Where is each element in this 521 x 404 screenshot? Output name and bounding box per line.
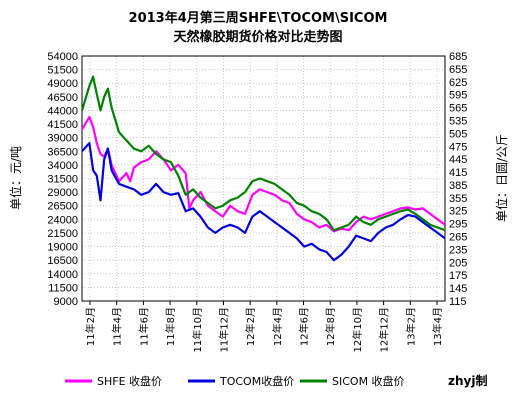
right-tick-label: 535 (449, 115, 467, 127)
left-tick-label: 24000 (47, 214, 78, 226)
x-tick-label: 13年2月 (404, 307, 417, 346)
chart-title: 2013年4月第三周SHFE\TOCOM\SICOM (129, 10, 388, 26)
series-lines (80, 75, 446, 262)
x-tick-label: 11年2月 (84, 307, 97, 346)
chart-legend: SHFE 收盘价 TOCOM收盘价 SICOM 收盘价 (65, 374, 405, 388)
x-tick-label: 11年4月 (111, 307, 124, 346)
gridlines (82, 56, 445, 301)
right-tick-label: 115 (449, 296, 467, 308)
chart-subtitle: 天然橡胶期货价格对比走势图 (173, 29, 342, 45)
right-tick-label: 475 (449, 141, 467, 153)
series-line-2 (80, 75, 446, 232)
left-tick-label: 19000 (47, 242, 78, 254)
legend-label-1: TOCOM收盘价 (219, 374, 294, 388)
left-tick-label: 31500 (47, 174, 78, 186)
x-tick-label: 12年10月 (351, 307, 364, 352)
legend-label-2: SICOM 收盘价 (332, 374, 405, 388)
right-tick-label: 625 (449, 77, 467, 89)
series-line-0 (81, 115, 446, 233)
right-tick-label: 145 (449, 283, 467, 295)
x-tick-label: 12年8月 (324, 307, 337, 346)
x-tick-label: 12年6月 (298, 307, 311, 346)
left-tick-label: 16500 (47, 255, 78, 267)
right-tick-label: 505 (449, 128, 467, 140)
right-tick-label: 445 (449, 154, 467, 166)
left-tick-label: 21500 (47, 228, 78, 240)
right-tick-label: 565 (449, 103, 467, 115)
x-tick-label: 11年12月 (217, 307, 230, 352)
right-tick-label: 175 (449, 270, 467, 282)
right-tick-label: 595 (449, 90, 467, 102)
left-tick-label: 36500 (47, 146, 78, 158)
chart-credit: zhyj制 (448, 373, 487, 388)
left-tick-label: 26500 (47, 201, 78, 213)
right-tick-label: 265 (449, 232, 467, 244)
x-tick-label: 11年8月 (164, 307, 177, 346)
right-tick-label: 655 (449, 64, 467, 76)
right-tick-label: 205 (449, 257, 467, 269)
series-line-1 (81, 142, 446, 262)
plot-area-border (81, 55, 446, 302)
left-tick-label: 11500 (48, 282, 78, 294)
right-tick-label: 235 (449, 244, 467, 256)
left-tick-label: 49000 (47, 78, 78, 90)
x-tick-label: 11年6月 (137, 307, 150, 346)
right-tick-label: 415 (449, 167, 467, 179)
right-axis-label: 单位：日圆/公斤 (494, 134, 509, 222)
left-tick-label: 29000 (47, 187, 78, 199)
left-tick-label: 39000 (47, 133, 78, 145)
legend-label-0: SHFE 收盘价 (97, 374, 162, 388)
right-tick-label: 385 (449, 180, 467, 192)
left-tick-label: 14000 (47, 269, 78, 281)
x-tick-label: 11年10月 (191, 307, 204, 352)
x-tick-label: 12年2月 (244, 307, 257, 346)
left-tick-label: 46500 (47, 92, 78, 104)
right-axis-ticks: 6856556255955655355054754454153853553252… (449, 51, 467, 308)
left-tick-label: 51500 (47, 65, 78, 77)
right-tick-label: 295 (449, 219, 467, 231)
left-tick-label: 34000 (47, 160, 78, 172)
left-tick-label: 41500 (47, 119, 78, 131)
x-tick-label: 12年12月 (378, 307, 391, 352)
x-tick-label: 12年4月 (271, 307, 284, 346)
right-tick-label: 685 (449, 51, 467, 63)
x-tick-label: 13年4月 (431, 307, 444, 346)
left-tick-label: 9000 (54, 296, 78, 308)
x-axis-ticks: 11年2月 11年4月 11年6月 11年8月 11年10月 11年12月 12年2月 12年… (84, 301, 444, 352)
right-tick-label: 325 (449, 206, 467, 218)
left-tick-label: 44000 (47, 105, 78, 117)
left-axis-label: 单位：元/吨 (8, 146, 23, 210)
left-tick-label: 54000 (47, 51, 78, 63)
right-tick-label: 355 (449, 193, 467, 205)
